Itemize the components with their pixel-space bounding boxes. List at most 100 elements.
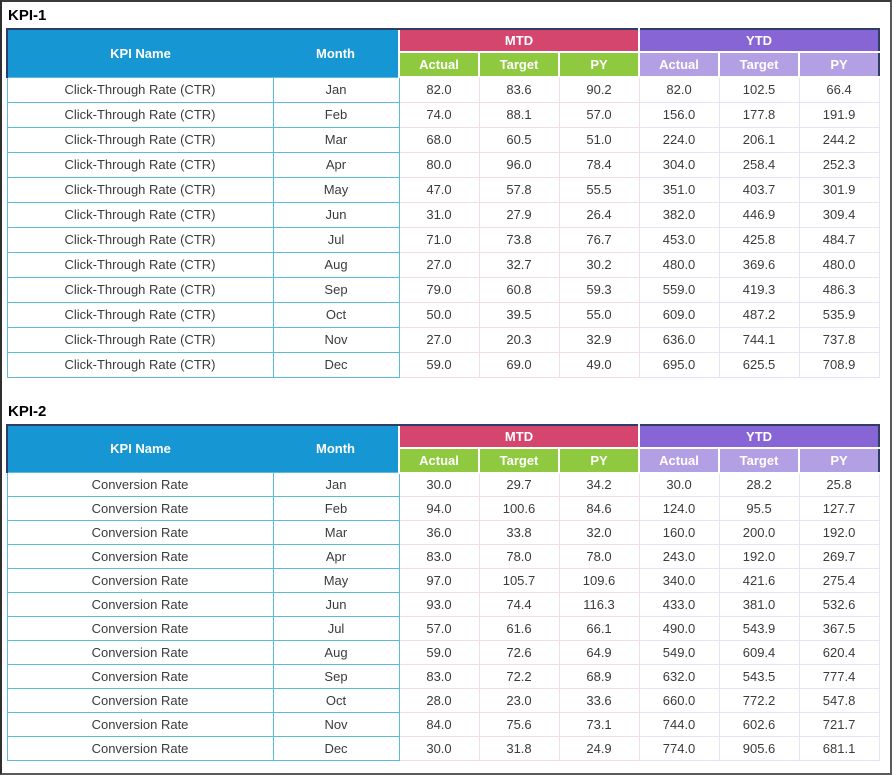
mtd-group-header[interactable]: MTD	[397, 423, 641, 449]
ytd-py-cell[interactable]: 252.3	[798, 151, 880, 178]
month-cell[interactable]: Aug	[272, 640, 400, 665]
ytd-py-cell[interactable]: 486.3	[798, 276, 880, 303]
month-cell[interactable]: Dec	[272, 736, 400, 761]
month-cell[interactable]: Sep	[272, 276, 400, 303]
kpi-name-cell[interactable]: Conversion Rate	[6, 640, 274, 665]
ytd-py-cell[interactable]: 127.7	[798, 496, 880, 521]
kpi-name-header[interactable]: KPI Name	[6, 423, 273, 473]
kpi-name-cell[interactable]: Conversion Rate	[6, 664, 274, 689]
ytd-py-cell[interactable]: 708.9	[798, 351, 880, 378]
mtd-actual-cell[interactable]: 83.0	[398, 544, 480, 569]
ytd-py-cell[interactable]: 480.0	[798, 251, 880, 278]
month-cell[interactable]: Mar	[272, 520, 400, 545]
mtd-target-cell[interactable]: 32.7	[478, 251, 560, 278]
month-cell[interactable]: Mar	[272, 126, 400, 153]
mtd-actual-cell[interactable]: 30.0	[398, 736, 480, 761]
month-cell[interactable]: Nov	[272, 712, 400, 737]
kpi-name-cell[interactable]: Click-Through Rate (CTR)	[6, 251, 274, 278]
kpi-name-cell[interactable]: Conversion Rate	[6, 544, 274, 569]
mtd-py-cell[interactable]: 78.0	[558, 544, 640, 569]
month-cell[interactable]: Sep	[272, 664, 400, 689]
mtd-actual-cell[interactable]: 27.0	[398, 326, 480, 353]
kpi-name-cell[interactable]: Click-Through Rate (CTR)	[6, 151, 274, 178]
ytd-actual-cell[interactable]: 559.0	[638, 276, 720, 303]
ytd-actual-cell[interactable]: 304.0	[638, 151, 720, 178]
ytd-actual-cell[interactable]: 30.0	[638, 472, 720, 497]
ytd-target-cell[interactable]: 609.4	[718, 640, 800, 665]
ytd-target-cell[interactable]: 425.8	[718, 226, 800, 253]
ytd-actual-cell[interactable]: 351.0	[638, 176, 720, 203]
kpi-name-cell[interactable]: Click-Through Rate (CTR)	[6, 76, 274, 103]
mtd-target-cell[interactable]: 61.6	[478, 616, 560, 641]
mtd-py-cell[interactable]: 51.0	[558, 126, 640, 153]
ytd-py-cell[interactable]: 269.7	[798, 544, 880, 569]
mtd-py-cell[interactable]: 34.2	[558, 472, 640, 497]
kpi-name-cell[interactable]: Click-Through Rate (CTR)	[6, 351, 274, 378]
ytd-target-cell[interactable]: 28.2	[718, 472, 800, 497]
mtd-target-cell[interactable]: 78.0	[478, 544, 560, 569]
month-cell[interactable]: Feb	[272, 496, 400, 521]
mtd-actual-cell[interactable]: 47.0	[398, 176, 480, 203]
ytd-target-cell[interactable]: 403.7	[718, 176, 800, 203]
ytd-target-cell[interactable]: 543.5	[718, 664, 800, 689]
mtd-target-cell[interactable]: 96.0	[478, 151, 560, 178]
mtd-target-cell[interactable]: 83.6	[478, 76, 560, 103]
mtd-py-cell[interactable]: 55.5	[558, 176, 640, 203]
ytd-actual-header[interactable]: Actual	[638, 446, 721, 474]
mtd-actual-cell[interactable]: 84.0	[398, 712, 480, 737]
mtd-actual-cell[interactable]: 59.0	[398, 640, 480, 665]
month-cell[interactable]: Dec	[272, 351, 400, 378]
ytd-py-cell[interactable]: 547.8	[798, 688, 880, 713]
ytd-target-header[interactable]: Target	[718, 446, 801, 474]
ytd-actual-cell[interactable]: 340.0	[638, 568, 720, 593]
ytd-py-cell[interactable]: 66.4	[798, 76, 880, 103]
ytd-actual-cell[interactable]: 224.0	[638, 126, 720, 153]
ytd-actual-cell[interactable]: 156.0	[638, 101, 720, 128]
ytd-py-cell[interactable]: 681.1	[798, 736, 880, 761]
ytd-actual-cell[interactable]: 480.0	[638, 251, 720, 278]
mtd-py-cell[interactable]: 73.1	[558, 712, 640, 737]
mtd-actual-header[interactable]: Actual	[398, 51, 480, 78]
mtd-actual-cell[interactable]: 97.0	[398, 568, 480, 593]
mtd-group-header[interactable]: MTD	[397, 28, 641, 53]
mtd-target-cell[interactable]: 29.7	[478, 472, 560, 497]
month-cell[interactable]: Jan	[272, 76, 400, 103]
mtd-py-cell[interactable]: 66.1	[558, 616, 640, 641]
ytd-py-cell[interactable]: 367.5	[798, 616, 880, 641]
ytd-target-cell[interactable]: 206.1	[718, 126, 800, 153]
kpi-name-cell[interactable]: Conversion Rate	[6, 496, 274, 521]
mtd-actual-cell[interactable]: 59.0	[398, 351, 480, 378]
ytd-target-cell[interactable]: 200.0	[718, 520, 800, 545]
ytd-actual-cell[interactable]: 160.0	[638, 520, 720, 545]
mtd-target-cell[interactable]: 72.6	[478, 640, 560, 665]
ytd-target-cell[interactable]: 772.2	[718, 688, 800, 713]
ytd-py-cell[interactable]: 721.7	[798, 712, 880, 737]
mtd-target-cell[interactable]: 100.6	[478, 496, 560, 521]
ytd-py-cell[interactable]: 275.4	[798, 568, 880, 593]
mtd-target-cell[interactable]: 60.8	[478, 276, 560, 303]
mtd-target-cell[interactable]: 105.7	[478, 568, 560, 593]
mtd-py-cell[interactable]: 109.6	[558, 568, 640, 593]
mtd-actual-cell[interactable]: 57.0	[398, 616, 480, 641]
ytd-actual-cell[interactable]: 695.0	[638, 351, 720, 378]
ytd-actual-cell[interactable]: 660.0	[638, 688, 720, 713]
kpi-name-cell[interactable]: Click-Through Rate (CTR)	[6, 176, 274, 203]
mtd-py-header[interactable]: PY	[557, 446, 641, 474]
month-cell[interactable]: Jul	[272, 226, 400, 253]
mtd-py-cell[interactable]: 24.9	[558, 736, 640, 761]
ytd-actual-cell[interactable]: 774.0	[638, 736, 720, 761]
month-header[interactable]: Month	[273, 28, 399, 77]
month-cell[interactable]: Aug	[272, 251, 400, 278]
ytd-target-cell[interactable]: 744.1	[718, 326, 800, 353]
mtd-actual-cell[interactable]: 68.0	[398, 126, 480, 153]
mtd-target-cell[interactable]: 27.9	[478, 201, 560, 228]
mtd-py-cell[interactable]: 68.9	[558, 664, 640, 689]
ytd-py-cell[interactable]: 309.4	[798, 201, 880, 228]
mtd-actual-cell[interactable]: 93.0	[398, 592, 480, 617]
month-cell[interactable]: Jun	[272, 201, 400, 228]
mtd-actual-cell[interactable]: 31.0	[398, 201, 480, 228]
ytd-target-cell[interactable]: 95.5	[718, 496, 800, 521]
ytd-actual-cell[interactable]: 636.0	[638, 326, 720, 353]
mtd-target-cell[interactable]: 73.8	[478, 226, 560, 253]
mtd-target-header[interactable]: Target	[478, 51, 560, 78]
